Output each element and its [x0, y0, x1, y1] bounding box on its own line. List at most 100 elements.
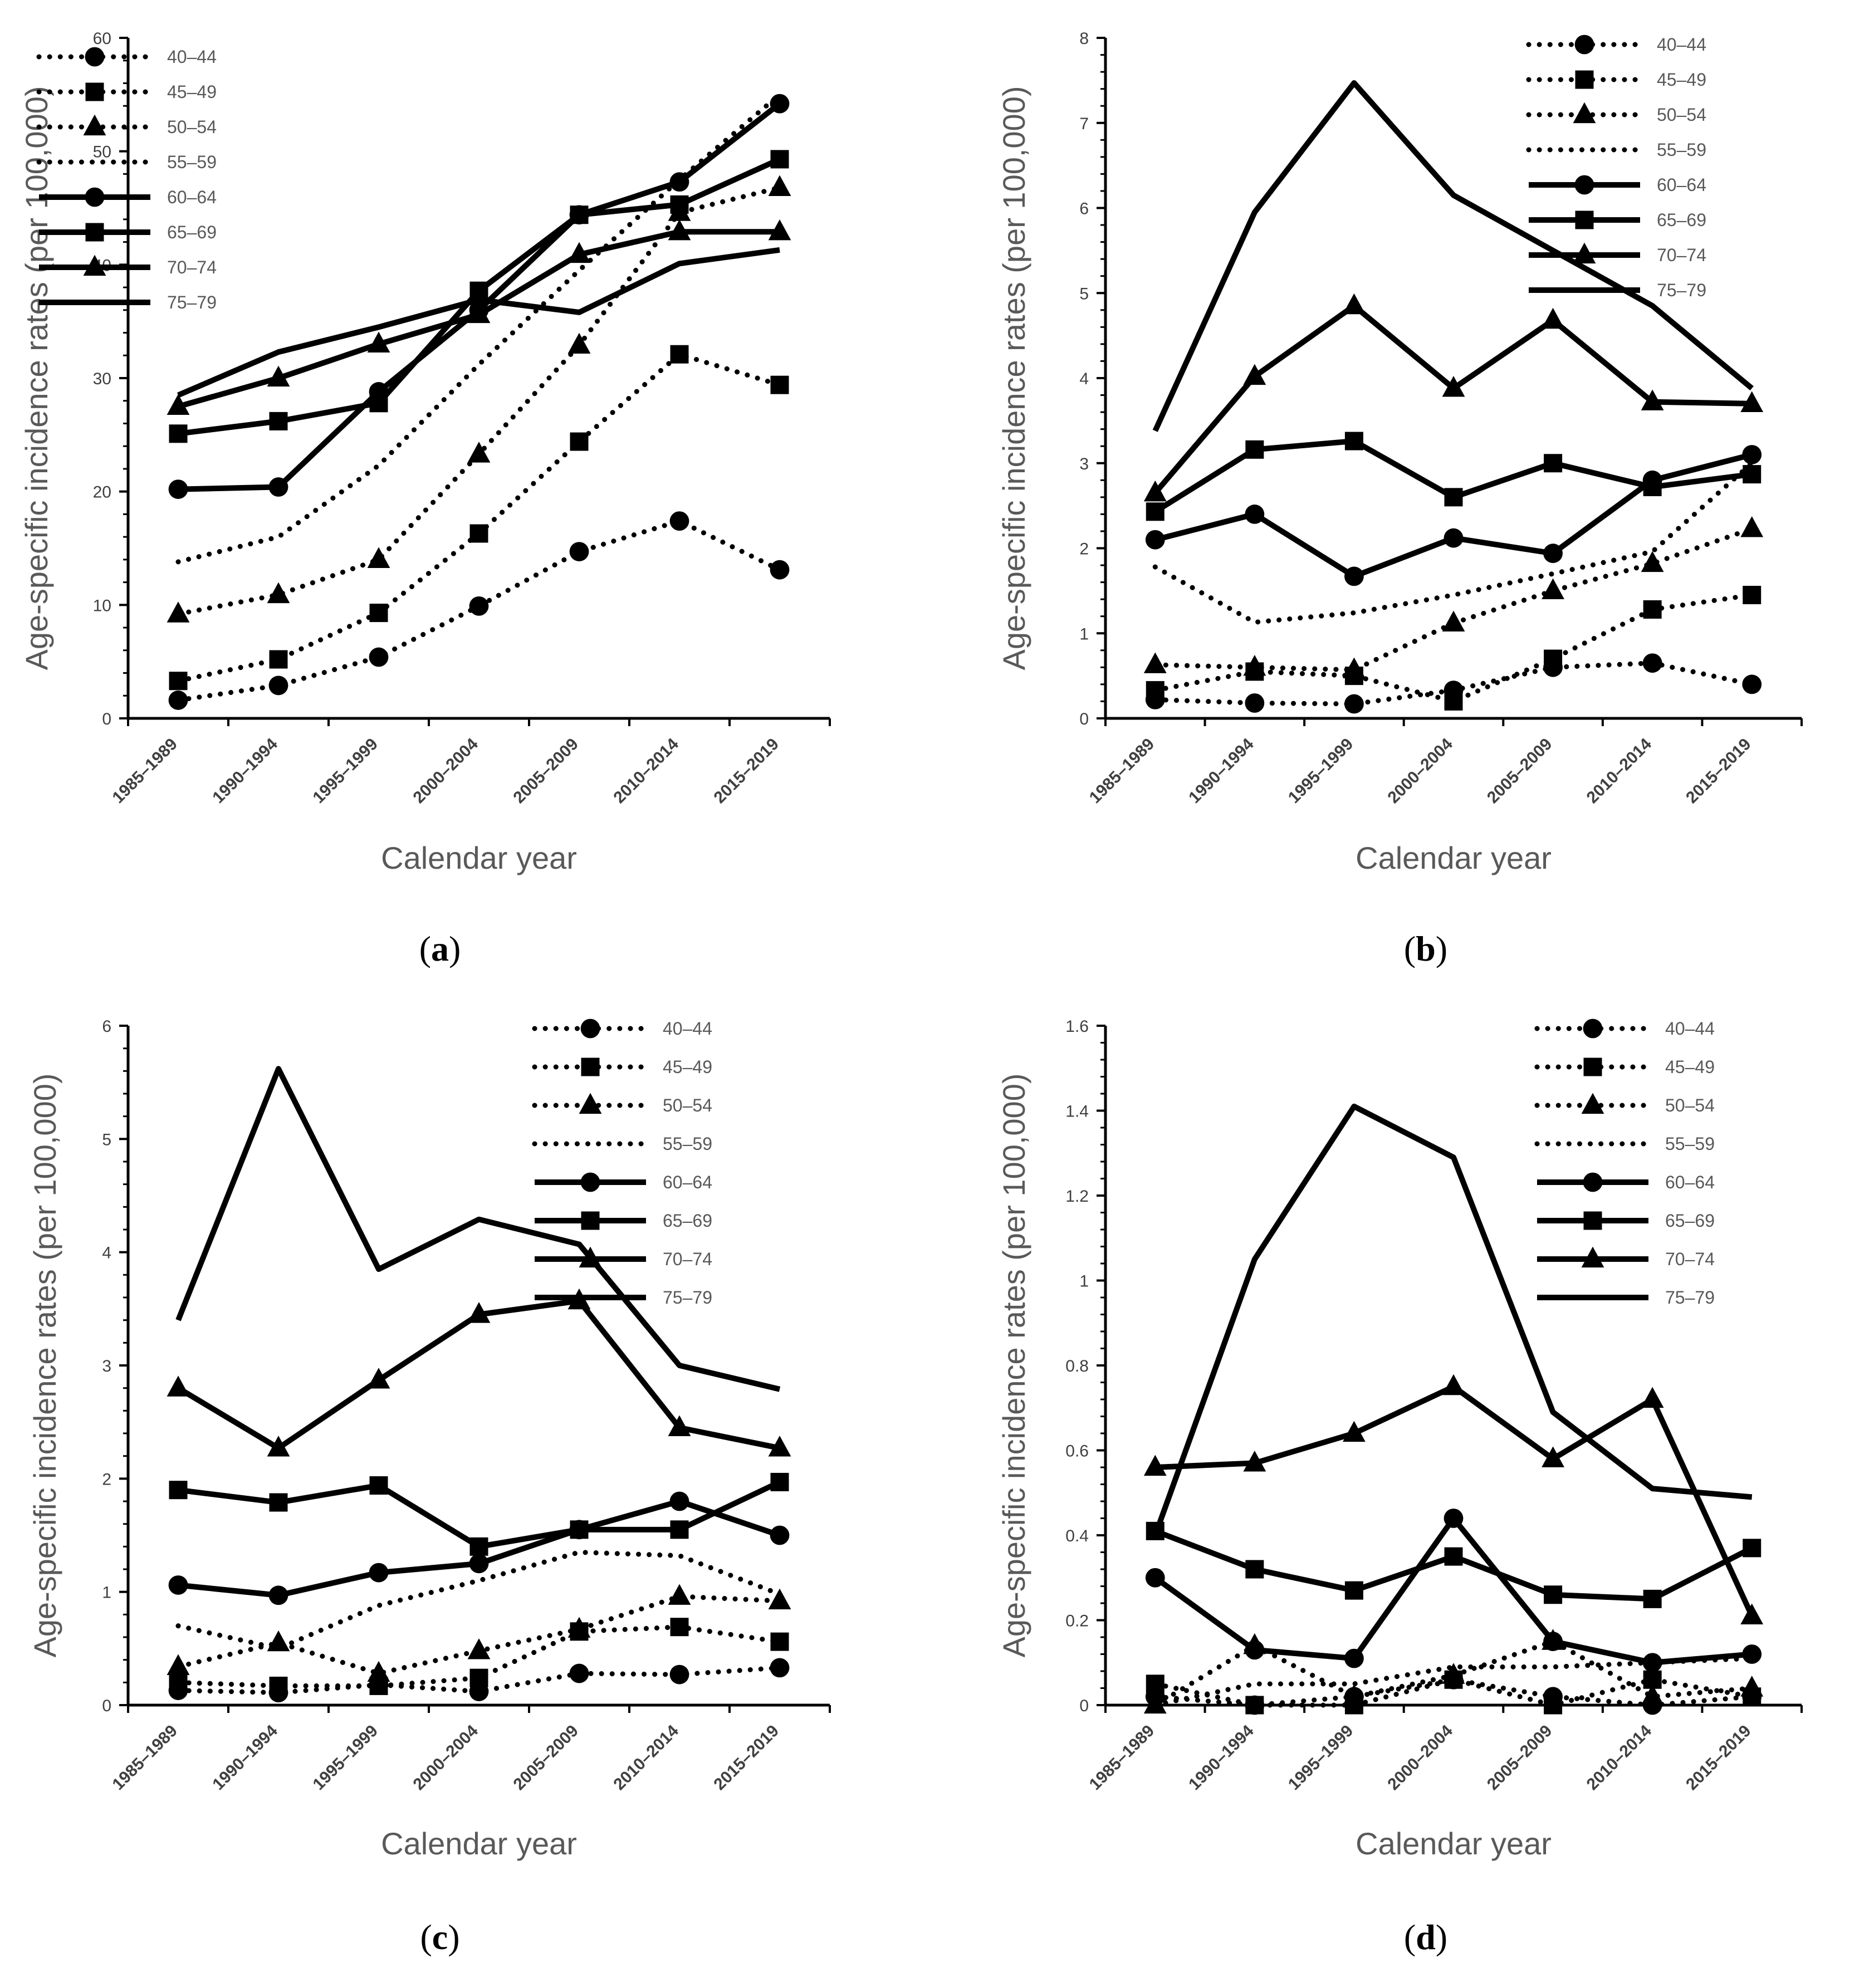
- x-tick-label: 2015–2019: [710, 735, 782, 807]
- y-axis-title: Age-specific incidence rates (per 100,00…: [27, 1073, 62, 1657]
- data-point: [469, 524, 488, 543]
- y-tick-label: 3: [1079, 455, 1089, 473]
- legend-marker: [581, 1211, 600, 1230]
- legend-label: 40–44: [1657, 35, 1706, 55]
- data-point: [1146, 502, 1164, 521]
- x-tick-label: 1990–1994: [1185, 1721, 1258, 1794]
- x-tick-label: 1995–1999: [1285, 735, 1357, 807]
- data-point: [1245, 505, 1265, 524]
- y-tick-label: 30: [93, 370, 111, 388]
- series-60-64: [1145, 1509, 1762, 1673]
- legend: 40–44 45–49 50–54 55–59 60–64 65–69 70–74 75–79: [532, 1019, 712, 1308]
- data-point: [1642, 653, 1662, 673]
- data-point: [1146, 681, 1164, 700]
- x-tick-label: 2010–2014: [1583, 1721, 1656, 1794]
- data-point: [467, 302, 491, 324]
- x-tick-label: 1995–1999: [309, 1722, 381, 1794]
- data-point: [1542, 578, 1564, 599]
- data-point: [1243, 1451, 1266, 1472]
- y-axis-title: Age-specific incidence rates (per 100,00…: [19, 86, 54, 670]
- data-point: [669, 172, 689, 192]
- y-tick-label: 7: [1079, 115, 1089, 133]
- legend-marker: [1583, 1211, 1602, 1230]
- legend-marker: [1583, 1019, 1603, 1039]
- data-point: [167, 601, 190, 623]
- data-point: [570, 205, 589, 224]
- legend-label: 55–59: [1657, 140, 1706, 160]
- series-line: [1152, 80, 1754, 432]
- series-45-49: [1146, 586, 1762, 711]
- data-point: [1544, 1585, 1563, 1604]
- data-point: [770, 1632, 789, 1651]
- legend-marker: [1583, 1172, 1603, 1192]
- data-point: [570, 1520, 589, 1539]
- data-point: [269, 412, 288, 430]
- data-point: [1740, 1676, 1764, 1697]
- legend-marker: [579, 1093, 602, 1114]
- data-point: [1442, 610, 1465, 632]
- series-line: [177, 247, 780, 398]
- y-tick-label: 1: [102, 1584, 111, 1602]
- legend-marker: [85, 82, 104, 101]
- data-point: [668, 219, 691, 241]
- data-point: [1344, 694, 1364, 714]
- legend-label: 70–74: [1665, 1249, 1715, 1269]
- data-point: [1740, 391, 1764, 412]
- legend-label: 65–69: [1657, 210, 1706, 230]
- series-55-59: [175, 1549, 782, 1652]
- data-point: [367, 547, 390, 568]
- data-point: [469, 596, 489, 616]
- data-point: [167, 1375, 190, 1397]
- data-point: [1641, 389, 1664, 410]
- data-point: [1444, 488, 1463, 507]
- data-point: [1743, 1539, 1762, 1558]
- x-tick-label: 2015–2019: [1682, 1722, 1755, 1794]
- y-tick-label: 4: [102, 1244, 111, 1262]
- data-point: [1245, 1696, 1264, 1715]
- y-tick-label: 2: [102, 1470, 111, 1488]
- data-point: [770, 94, 790, 114]
- series-50-54: [167, 1584, 791, 1682]
- legend-marker: [1575, 70, 1594, 89]
- x-axis-title: Calendar year: [1356, 1826, 1552, 1861]
- legend-label: 70–74: [167, 257, 217, 277]
- data-point: [1243, 364, 1266, 385]
- series-50-54: [167, 175, 791, 623]
- series-75-79: [177, 247, 780, 398]
- legend-marker: [1574, 35, 1594, 55]
- data-point: [1344, 1648, 1364, 1668]
- x-tick-label: 1990–1994: [1185, 735, 1258, 807]
- legend: 40–44 45–49 50–54 55–59 60–64 65–69 70–74 75–79: [1526, 35, 1706, 300]
- data-point: [1442, 1663, 1465, 1684]
- data-point: [1641, 1684, 1664, 1705]
- data-point: [268, 1585, 288, 1605]
- data-point: [1444, 692, 1463, 711]
- y-tick-label: 0.8: [1065, 1357, 1089, 1375]
- data-point: [267, 1436, 290, 1457]
- x-axis-title: Calendar year: [381, 1826, 577, 1861]
- data-point: [367, 1368, 390, 1389]
- data-point: [1344, 566, 1364, 586]
- x-tick-label: 1985–1989: [1086, 735, 1158, 807]
- data-point: [1643, 600, 1662, 619]
- data-point: [1444, 1509, 1464, 1528]
- data-point: [1643, 478, 1662, 497]
- series-line: [1153, 1515, 1753, 1666]
- data-point: [567, 1617, 591, 1638]
- data-point: [469, 1668, 488, 1687]
- data-point: [168, 479, 188, 499]
- y-tick-label: 10: [93, 596, 111, 615]
- data-point: [1543, 543, 1563, 564]
- series-line: [175, 351, 782, 684]
- legend-label: 75–79: [1657, 280, 1706, 300]
- data-point: [770, 560, 790, 580]
- legend-marker: [579, 1246, 602, 1268]
- data-point: [1344, 432, 1363, 451]
- data-point: [1243, 655, 1266, 676]
- data-point: [267, 582, 290, 604]
- data-point: [1544, 649, 1563, 668]
- y-tick-label: 2: [1079, 540, 1089, 559]
- legend-label: 70–74: [1657, 245, 1706, 265]
